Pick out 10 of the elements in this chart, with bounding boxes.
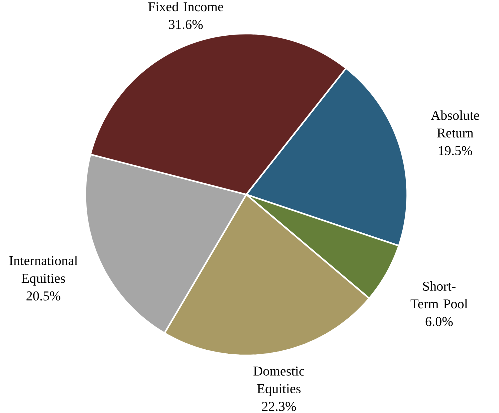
slice-label: International Equities [10, 256, 78, 286]
slice-label: Fixed Income [148, 2, 224, 12]
data-label: 20.5% [26, 291, 61, 301]
slice-label: Domestic Equities [254, 366, 305, 396]
slice-label: Short-Term Pool [410, 281, 468, 309]
data-label: 19.5% [439, 146, 472, 156]
data-label: 6.0% [426, 317, 453, 326]
slice-label: Absolute Return [431, 110, 480, 138]
data-label: 31.6% [169, 20, 203, 30]
data-label: 22.3% [262, 402, 296, 412]
